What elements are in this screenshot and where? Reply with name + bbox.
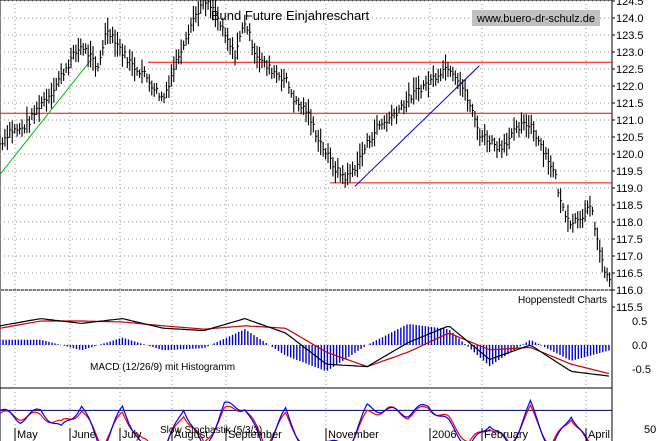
month-tick-label: May [17, 429, 38, 441]
price-tick-label: 120.0 [616, 149, 644, 161]
price-tick-label: 124.5 [616, 0, 644, 8]
trendlines [0, 58, 480, 187]
macd-line [0, 317, 609, 377]
stoch-tick-label: 50 [644, 424, 656, 436]
month-tick-label: September [228, 429, 282, 441]
axis-layer: 115.5 116.0 116.5 117.0 117.5 118.0 118.5 119.0… [14, 0, 656, 441]
site-badge [472, 10, 600, 26]
stochastic-panel [0, 398, 612, 441]
price-tick-label: 117.0 [616, 251, 643, 263]
price-tick-label: 124.0 [616, 13, 644, 25]
price-tick-label: 119.0 [616, 183, 643, 195]
price-tick-label: 116.5 [616, 268, 643, 280]
macd-tick-label: -0.5 [632, 364, 651, 376]
price-tick-label: 117.5 [616, 234, 643, 246]
chart-title: Bund Future Einjahreschart [211, 8, 370, 23]
green-trendline [0, 58, 93, 175]
price-series [0, 0, 612, 287]
price-tick-label: 115.5 [616, 302, 643, 314]
month-tick-label: February [484, 429, 529, 441]
price-tick-label: 118.0 [616, 217, 643, 229]
price-tick-label: 122.5 [616, 64, 644, 76]
grid-layer [0, 0, 613, 441]
price-tick-label: 123.5 [616, 30, 644, 42]
plot-frame [0, 0, 613, 441]
price-tick-label: 118.5 [616, 200, 643, 212]
month-tick-label: August [174, 429, 208, 441]
price-tick-label: 121.5 [616, 98, 644, 110]
price-tick-label: 122.0 [616, 81, 644, 93]
month-tick-label: November [328, 429, 379, 441]
macd-title: MACD (12/26/9) mit Histogramm [90, 362, 235, 373]
source-label: Hoppenstedt Charts [518, 295, 607, 306]
price-tick-label: 120.5 [616, 132, 644, 144]
month-tick-label: July [122, 429, 142, 441]
month-tick-label: June [72, 429, 96, 441]
support-lines [0, 61, 612, 184]
blue-trendline [354, 65, 480, 187]
price-tick-label: 119.5 [616, 166, 643, 178]
site-label: www.buero-dr-schulz.de [476, 13, 595, 25]
macd-tick-label: 0.0 [632, 340, 647, 352]
price-tick-label: 123.0 [616, 47, 644, 59]
month-tick-label: April [588, 429, 610, 441]
price-tick-label: 121.0 [616, 115, 644, 127]
stoch-title: Slow Stochastik (5/3/3) [160, 425, 262, 436]
month-tick-label: 2006 [432, 429, 456, 441]
macd-panel [0, 317, 612, 377]
macd-tick-label: 0.5 [632, 316, 647, 328]
price-tick-label: 116.0 [616, 285, 643, 297]
